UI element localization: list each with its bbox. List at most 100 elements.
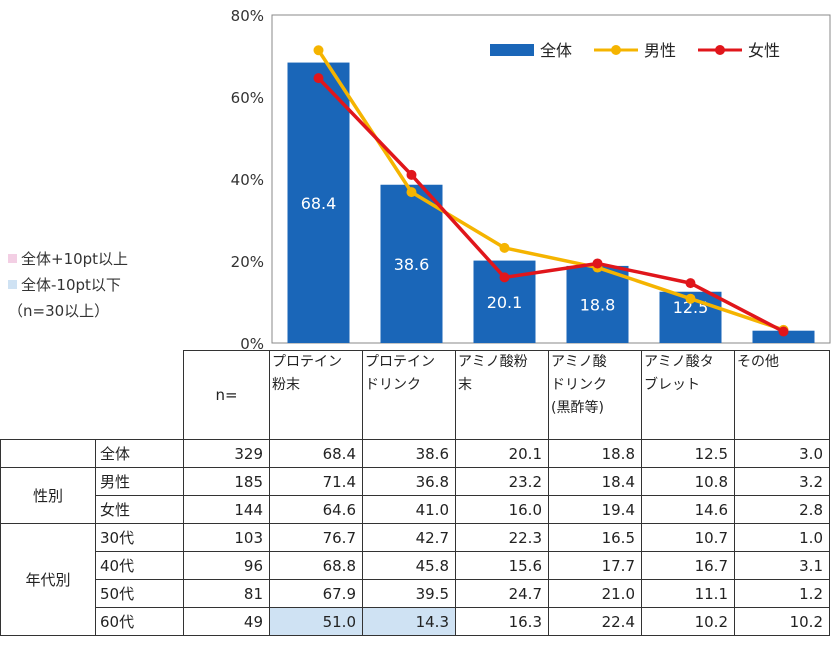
table-cell: 68.8	[269, 551, 363, 580]
column-header: アミノ酸粉末	[455, 350, 549, 440]
series-point	[406, 169, 417, 180]
series-point	[778, 326, 789, 337]
table-cell: 22.4	[548, 607, 642, 636]
row-label: 60代	[95, 607, 184, 636]
legend-note-below: 全体-10pt以下	[8, 274, 121, 295]
data-table: n= プロテイン 粉末 プロテイン ドリンク アミノ酸粉末アミノ酸 ドリンク (黒酢等) アミノ…	[0, 350, 830, 636]
legend-marker	[611, 45, 621, 55]
column-header: アミノ酸 ドリンク (黒酢等)	[548, 350, 642, 440]
legend-note-n-text: （n=30以上）	[8, 302, 110, 320]
table-cell: 22.3	[455, 523, 549, 552]
table-cell: 16.3	[455, 607, 549, 636]
table-cell: 68.4	[269, 439, 363, 468]
n-value: 329	[183, 439, 270, 468]
bar	[566, 265, 629, 343]
table-cell: 19.4	[548, 495, 642, 524]
bar-data-label: 18.8	[580, 295, 616, 314]
legend-label: 男性	[644, 41, 676, 60]
column-header: アミノ酸タ ブレット	[641, 350, 735, 440]
table-cell: 12.5	[641, 439, 735, 468]
table-cell: 45.8	[362, 551, 456, 580]
n-value: 185	[183, 467, 270, 496]
y-tick-label: 0%	[240, 335, 264, 352]
bar	[752, 330, 815, 343]
n-header: n=	[183, 350, 270, 440]
series-point	[406, 187, 417, 198]
series-point	[499, 242, 510, 253]
row-label: 女性	[95, 495, 184, 524]
legend-label: 女性	[748, 41, 780, 60]
n-value: 96	[183, 551, 270, 580]
column-header: その他	[734, 350, 830, 440]
group-label: 年代別	[0, 523, 96, 636]
header-blank	[1, 351, 184, 440]
bar	[380, 184, 443, 343]
table-cell: 3.1	[734, 551, 830, 580]
y-tick-label: 40%	[231, 171, 264, 189]
n-value: 81	[183, 579, 270, 608]
table-cell: 10.2	[641, 607, 735, 636]
legend-label: 全体	[540, 41, 572, 60]
table-cell: 17.7	[548, 551, 642, 580]
legend-note-n: （n=30以上）	[8, 300, 109, 321]
table-cell: 16.7	[641, 551, 735, 580]
y-tick-label: 80%	[231, 7, 264, 25]
table-row: 60代 49 51.0 14.3 16.3 22.4 10.2 10.2	[1, 607, 830, 636]
n-value: 144	[183, 495, 270, 524]
series-point	[685, 293, 696, 304]
series-line	[317, 49, 785, 332]
row-label: 50代	[95, 579, 184, 608]
table-cell: 10.7	[641, 523, 735, 552]
below-swatch	[8, 280, 17, 289]
row-label: 全体	[95, 439, 184, 468]
table-cell: 71.4	[269, 467, 363, 496]
n-value: 103	[183, 523, 270, 552]
above-swatch	[8, 254, 17, 263]
table-cell: 23.2	[455, 467, 549, 496]
series-point	[499, 272, 510, 283]
table-row: 全体 329 68.4 38.6 20.1 18.8 12.5 3.0	[0, 439, 830, 468]
table-cell: 14.6	[641, 495, 735, 524]
table-cell: 38.6	[362, 439, 456, 468]
table-cell: 16.0	[455, 495, 549, 524]
y-tick-label: 60%	[231, 89, 264, 107]
chart: 0%20%40%60%80%68.438.620.1 18.8 12.5全体 男性 女性	[231, 7, 831, 352]
table-cell: 39.5	[362, 579, 456, 608]
series-point	[592, 258, 603, 269]
series-point	[313, 45, 324, 56]
bar-data-label: 20.1	[487, 293, 523, 312]
table-row: 40代 96 68.8 45.8 15.6 17.7 16.7 3.1	[1, 551, 830, 580]
table-cell: 2.8	[734, 495, 830, 524]
table-row: 女性 144 64.6 41.0 16.0 19.4 14.6 2.8	[1, 495, 830, 524]
table-cell: 24.7	[455, 579, 549, 608]
y-tick-label: 20%	[231, 253, 264, 271]
legend-marker	[715, 45, 725, 55]
column-header: プロテイン 粉末	[269, 350, 363, 440]
series-point	[685, 278, 696, 289]
group-label: 性別	[0, 467, 96, 524]
table-cell: 64.6	[269, 495, 363, 524]
legend-note-above-text: 全体+10pt以上	[21, 250, 129, 268]
table-row: 50代 81 67.9 39.5 24.7 21.0 11.1 1.2	[1, 579, 830, 608]
row-label: 30代	[95, 523, 184, 552]
table-cell: 3.0	[734, 439, 830, 468]
series-point	[313, 73, 324, 84]
series-line	[317, 76, 785, 334]
table-cell: 18.4	[548, 467, 642, 496]
table-cell: 21.0	[548, 579, 642, 608]
table-row: 年代別 30代 103 76.7 42.7 22.3 16.5 10.7 1.0	[0, 523, 830, 636]
bar-data-label: 38.6	[394, 255, 430, 274]
table-cell: 16.5	[548, 523, 642, 552]
table-cell: 1.2	[734, 579, 830, 608]
table-cell: 11.1	[641, 579, 735, 608]
table-header-row: n= プロテイン 粉末 プロテイン ドリンク アミノ酸粉末アミノ酸 ドリンク (黒酢等) アミノ…	[1, 350, 830, 440]
table-cell: 41.0	[362, 495, 456, 524]
table-cell: 42.7	[362, 523, 456, 552]
bar-data-label: 68.4	[301, 194, 337, 213]
table-cell: 3.2	[734, 467, 830, 496]
table-cell: 18.8	[548, 439, 642, 468]
legend-swatch	[490, 44, 534, 56]
n-value: 49	[183, 607, 270, 636]
table-cell: 20.1	[455, 439, 549, 468]
group-label	[0, 439, 96, 468]
